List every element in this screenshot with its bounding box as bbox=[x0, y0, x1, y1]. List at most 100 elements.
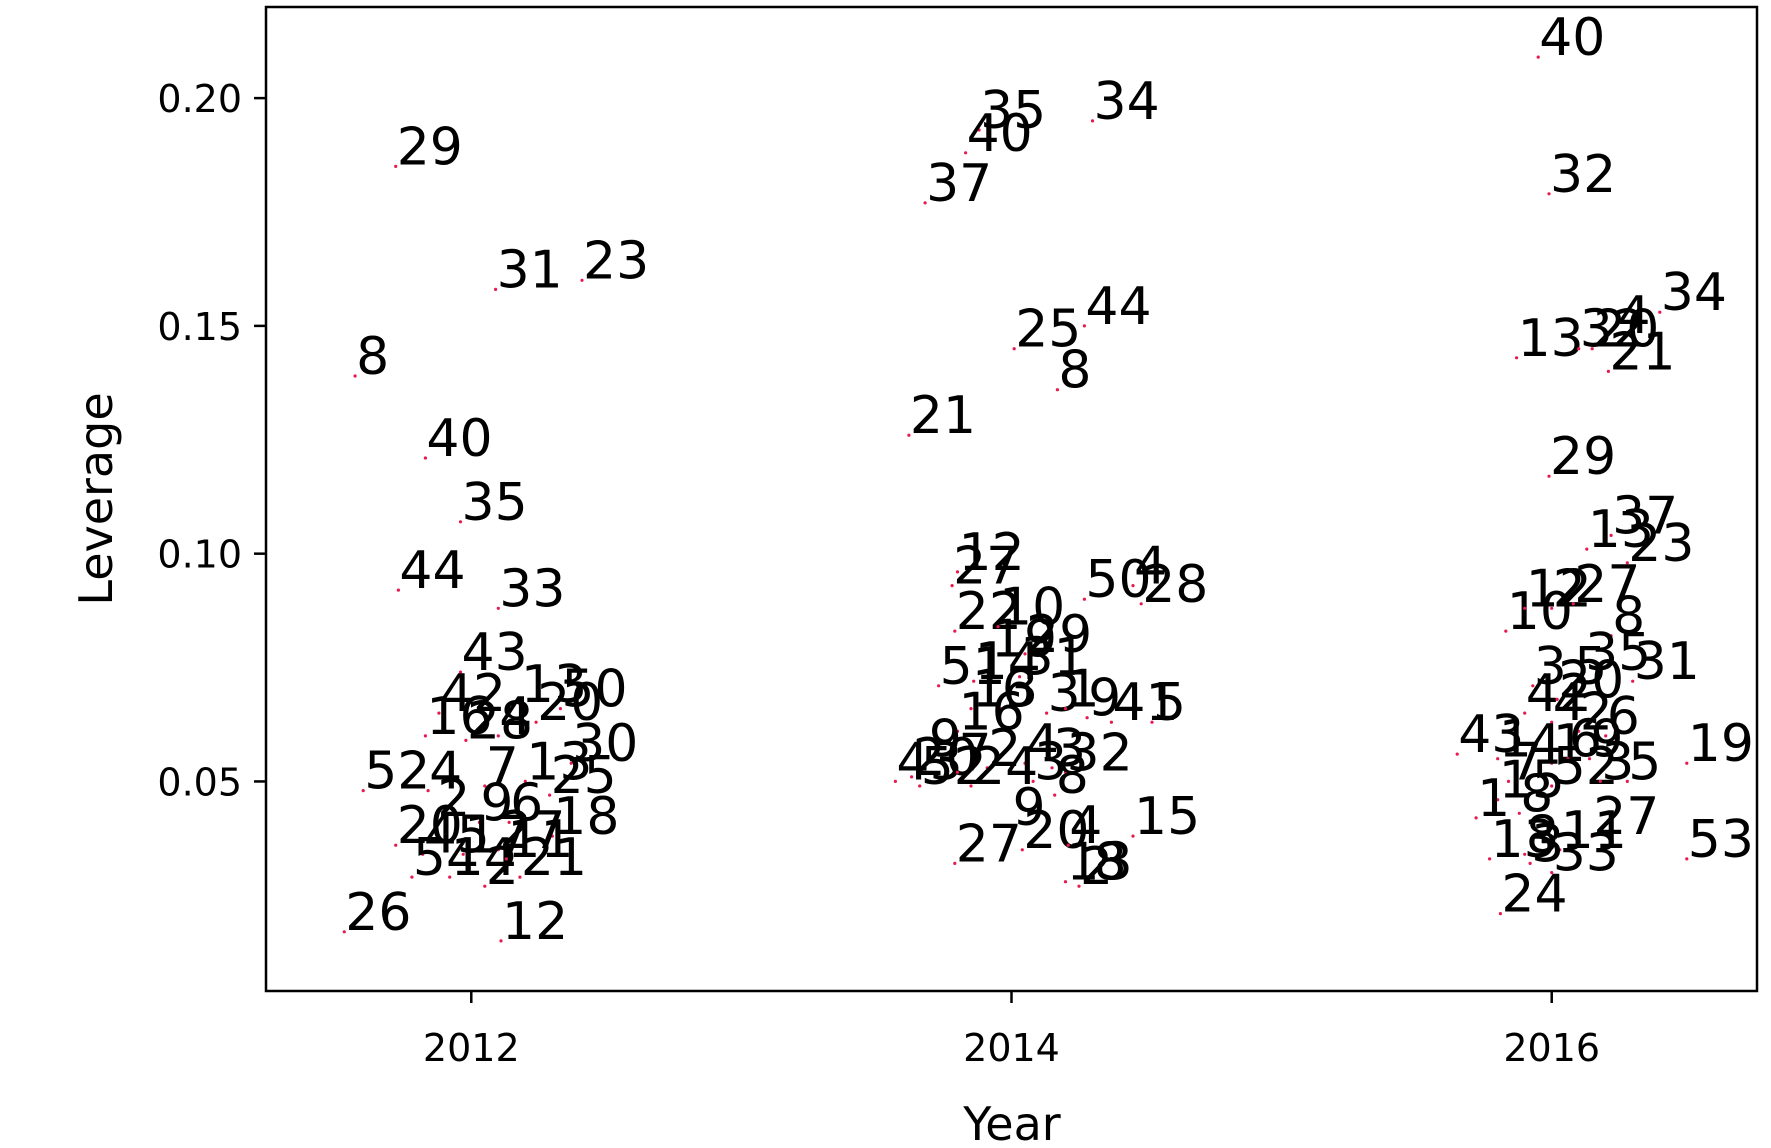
data-point-label: 45 bbox=[424, 805, 490, 865]
data-point bbox=[1150, 720, 1154, 724]
data-point bbox=[1604, 734, 1608, 738]
data-point bbox=[434, 816, 438, 820]
data-point bbox=[496, 734, 500, 738]
data-point-label: 8 bbox=[1612, 587, 1645, 647]
x-axis: 2012 2014 2016 bbox=[423, 991, 1600, 1070]
data-point bbox=[1063, 770, 1068, 774]
data-point-label: 13 bbox=[521, 655, 587, 715]
data-point bbox=[464, 738, 468, 743]
data-point-label: 33 bbox=[499, 559, 565, 619]
data-point bbox=[1609, 634, 1613, 638]
data-point bbox=[926, 757, 930, 761]
data-point-label: 20 bbox=[913, 728, 979, 788]
data-point bbox=[964, 151, 968, 155]
data-point bbox=[1555, 697, 1559, 702]
data-point-label: 2 bbox=[486, 837, 519, 897]
data-point bbox=[1496, 757, 1500, 761]
data-point bbox=[458, 520, 463, 524]
data-point-label: 44 bbox=[1085, 277, 1151, 337]
data-point bbox=[1139, 602, 1143, 606]
data-point bbox=[1082, 597, 1086, 601]
data-point-label: 17 bbox=[464, 805, 530, 865]
data-point bbox=[1571, 684, 1575, 688]
data-point-label: 11 bbox=[1561, 801, 1627, 861]
data-point bbox=[1506, 779, 1511, 784]
data-point-label: 6 bbox=[510, 773, 543, 833]
data-point bbox=[1023, 652, 1027, 656]
data-point-label: 42 bbox=[1526, 664, 1592, 724]
data-point-label: 35 bbox=[1585, 623, 1651, 683]
data-point bbox=[483, 884, 487, 888]
data-point bbox=[1020, 848, 1024, 852]
data-point-label: 1 bbox=[1067, 660, 1100, 720]
data-point bbox=[437, 711, 441, 715]
x-tick-label: 2014 bbox=[963, 1026, 1060, 1070]
data-point bbox=[923, 201, 927, 205]
data-point bbox=[907, 433, 911, 437]
data-point bbox=[1525, 761, 1529, 765]
data-point-label: 21 bbox=[910, 386, 976, 446]
data-point-label: 6 bbox=[1607, 687, 1640, 747]
data-point bbox=[1523, 711, 1527, 715]
data-point-label: 3 bbox=[1034, 732, 1067, 792]
data-point-label: 35 bbox=[462, 473, 528, 533]
data-point bbox=[580, 278, 584, 282]
data-point bbox=[1012, 347, 1016, 351]
data-point-label: 25 bbox=[551, 746, 617, 806]
data-point bbox=[1685, 857, 1689, 861]
data-point-label: 50 bbox=[561, 660, 627, 720]
data-point bbox=[1517, 811, 1521, 815]
data-point-label: 27 bbox=[956, 814, 1022, 874]
data-point bbox=[955, 770, 960, 774]
data-point bbox=[518, 702, 522, 706]
data-point-label: 37 bbox=[1612, 486, 1678, 546]
data-point bbox=[1614, 333, 1619, 337]
data-point-label: 30 bbox=[572, 714, 638, 774]
data-point bbox=[1550, 720, 1554, 724]
data-point bbox=[893, 779, 898, 784]
data-point-label: 2 bbox=[1553, 559, 1586, 619]
data-point-label: 31 bbox=[497, 240, 563, 300]
data-point-label: 11 bbox=[507, 810, 573, 870]
data-point bbox=[1547, 192, 1551, 196]
data-point bbox=[1063, 707, 1068, 711]
data-point-label: 9 bbox=[1013, 778, 1046, 838]
data-point bbox=[1590, 834, 1594, 838]
data-point bbox=[1455, 752, 1459, 756]
data-point bbox=[518, 875, 522, 879]
data-point-label: 7 bbox=[959, 723, 992, 783]
data-point-label: 7 bbox=[486, 737, 519, 797]
data-point bbox=[1496, 798, 1500, 802]
data-point-label: 37 bbox=[926, 154, 992, 214]
data-point bbox=[985, 766, 989, 770]
data-point bbox=[1474, 816, 1478, 820]
data-point bbox=[1031, 779, 1035, 784]
data-point bbox=[1131, 834, 1135, 838]
y-tick-label: 0.10 bbox=[157, 533, 242, 577]
data-point bbox=[1547, 474, 1551, 478]
data-point bbox=[423, 734, 427, 738]
data-point-label: 13 bbox=[1491, 810, 1557, 870]
data-point-label: 20 bbox=[397, 796, 463, 856]
data-point-label: 16 bbox=[959, 682, 1025, 742]
data-point-label: 25 bbox=[1015, 300, 1081, 360]
data-point bbox=[534, 720, 538, 724]
data-point bbox=[483, 784, 487, 788]
data-point bbox=[426, 789, 430, 793]
data-point-label: 5 bbox=[1153, 673, 1186, 733]
data-point bbox=[1504, 629, 1508, 633]
data-point-label: 5 bbox=[1628, 732, 1661, 792]
data-point-label: 33 bbox=[1553, 824, 1619, 884]
data-point-label: 8 bbox=[1058, 341, 1091, 401]
data-point bbox=[353, 374, 357, 378]
data-point-label: 22 bbox=[956, 582, 1022, 642]
data-point bbox=[523, 779, 527, 784]
data-point bbox=[1658, 310, 1662, 314]
data-point bbox=[394, 843, 398, 847]
data-point bbox=[1536, 55, 1540, 59]
data-point bbox=[972, 679, 976, 683]
data-point bbox=[969, 784, 973, 788]
data-point bbox=[1109, 720, 1113, 724]
